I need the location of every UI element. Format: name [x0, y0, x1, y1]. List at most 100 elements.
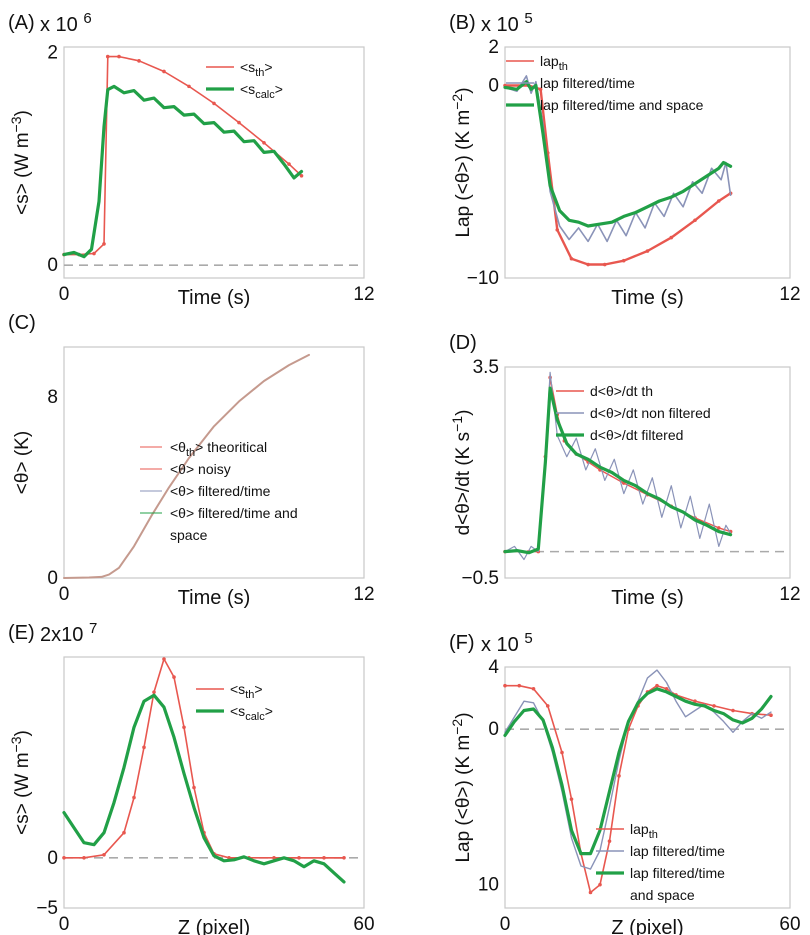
panel-label: (D) — [449, 332, 477, 354]
legend-item-th: <θth> theoritical — [140, 439, 267, 459]
data-point — [693, 699, 697, 704]
y-tick-label: 8 — [47, 387, 58, 408]
data-point — [669, 235, 674, 240]
y-tick-label: 0 — [47, 568, 58, 589]
data-point — [142, 745, 146, 750]
x-tick-label: 0 — [500, 914, 511, 935]
x-tick-label: 12 — [779, 584, 800, 605]
data-point — [137, 59, 141, 63]
y-axis-label: <θ> (K) — [12, 431, 33, 494]
legend-item-ft: <θ> filtered/time — [140, 483, 271, 499]
legend-item-fs2: and space — [630, 887, 695, 903]
data-point — [503, 683, 507, 688]
data-point — [262, 141, 266, 145]
legend-item-noisy: <θ> noisy — [140, 461, 231, 477]
y-tick-label: 0 — [488, 719, 499, 740]
plot-frame — [63, 656, 365, 909]
axis-multiplier: x 10 6 — [40, 10, 92, 36]
data-point — [693, 218, 697, 223]
data-point — [569, 256, 574, 261]
x-tick-label: 12 — [353, 584, 374, 605]
panel-label: (A) — [8, 12, 35, 34]
y-axis-label: <s> (W m−3) — [8, 110, 33, 215]
data-point — [122, 830, 126, 835]
data-point — [105, 54, 110, 59]
x-tick-label: 60 — [353, 914, 374, 935]
legend-label: and space — [630, 887, 695, 903]
data-point — [531, 686, 536, 691]
legend-item-fs: <θ> filtered/time and — [140, 505, 298, 521]
y-axis-label: Lap (<θ>) (K m−2) — [449, 712, 474, 862]
data-point — [82, 856, 86, 860]
data-point — [517, 683, 522, 688]
legend-label: lap filtered/time — [540, 75, 635, 91]
series-line-th — [63, 55, 303, 256]
data-point — [162, 657, 166, 661]
plot-frame — [504, 366, 791, 579]
legend-item-th: lapth — [506, 53, 568, 73]
series-line-calc — [62, 693, 346, 884]
data-point — [545, 704, 550, 708]
legend-item-f: d<θ>/dt filtered — [556, 427, 683, 443]
legend-label: space — [170, 527, 208, 543]
axis-multiplier: 2x10 7 — [40, 620, 97, 646]
x-axis-label: Time (s) — [611, 587, 684, 609]
legend-label: <θ> filtered/time — [170, 483, 271, 499]
y-axis-label: Lap (<θ>) (K m−2) — [449, 87, 474, 237]
data-point — [664, 686, 669, 691]
legend-label: lap filtered/time — [630, 865, 725, 881]
series-line-fs — [503, 80, 733, 228]
data-point — [555, 228, 560, 232]
y-tick-label: 0 — [47, 255, 58, 276]
data-point — [152, 690, 156, 694]
data-point — [602, 262, 607, 267]
data-point — [132, 795, 136, 800]
series-line-th — [504, 684, 772, 894]
panel-a: (A) x 10 6 0 2 0 12 Time (s) <s> (W m−3) <sth><s… — [8, 10, 375, 309]
data-point — [560, 750, 564, 755]
y-tick-label: 2 — [47, 42, 58, 63]
legend-item-ft: lap filtered/time — [596, 843, 725, 859]
series-line-f — [503, 386, 733, 555]
legend-label: lap filtered/time — [630, 843, 725, 859]
plot-frame — [504, 46, 791, 279]
y-tick-label: 2 — [488, 37, 499, 58]
legend-label: <θ> filtered/time and — [170, 505, 298, 521]
series-line-fs — [503, 687, 773, 856]
y-tick-label: −10 — [467, 268, 499, 289]
legend-label: <scalc> — [240, 81, 283, 101]
legend-label: <θ> noisy — [170, 461, 231, 477]
data-point — [172, 675, 176, 679]
legend-item-fs: lap filtered/time and space — [506, 97, 704, 113]
plot-frame — [63, 346, 365, 579]
legend-label: lap filtered/time and space — [540, 97, 704, 113]
legend-label: <scalc> — [230, 703, 273, 723]
x-tick-label: 0 — [59, 284, 70, 305]
legend-label: d<θ>/dt filtered — [590, 427, 683, 443]
data-point — [102, 852, 106, 857]
data-point — [607, 839, 612, 843]
legend-item-nf: d<θ>/dt non filtered — [556, 405, 711, 421]
x-tick-label: 0 — [59, 914, 70, 935]
data-point — [586, 262, 590, 267]
legend-label: <sth> — [230, 681, 263, 701]
legend-label: lapth — [630, 821, 658, 841]
data-point — [731, 708, 735, 713]
data-point — [237, 120, 241, 125]
y-tick-label: 4 — [488, 657, 499, 678]
y-axis-label: <s> (W m−3) — [8, 730, 33, 835]
y-tick-label: 10 — [478, 875, 499, 896]
plot-frame — [63, 46, 365, 279]
panel-c: (C) 0 8 0 12 Time (s) <θ> (K) <θth> theoritical… — [8, 312, 375, 609]
data-point — [621, 258, 626, 263]
panel-e: (E) 2x10 7−500 60Z (pixel)<s> (W m−3)<sth>… — [8, 620, 375, 935]
legend-item-th: <sth> — [196, 681, 263, 701]
y-tick-label: −5 — [36, 898, 58, 919]
series-line-curve — [63, 353, 310, 579]
y-tick-label: −0.5 — [461, 568, 499, 589]
data-point — [645, 249, 650, 253]
y-tick-label: 0 — [47, 848, 58, 869]
data-point — [117, 54, 121, 59]
